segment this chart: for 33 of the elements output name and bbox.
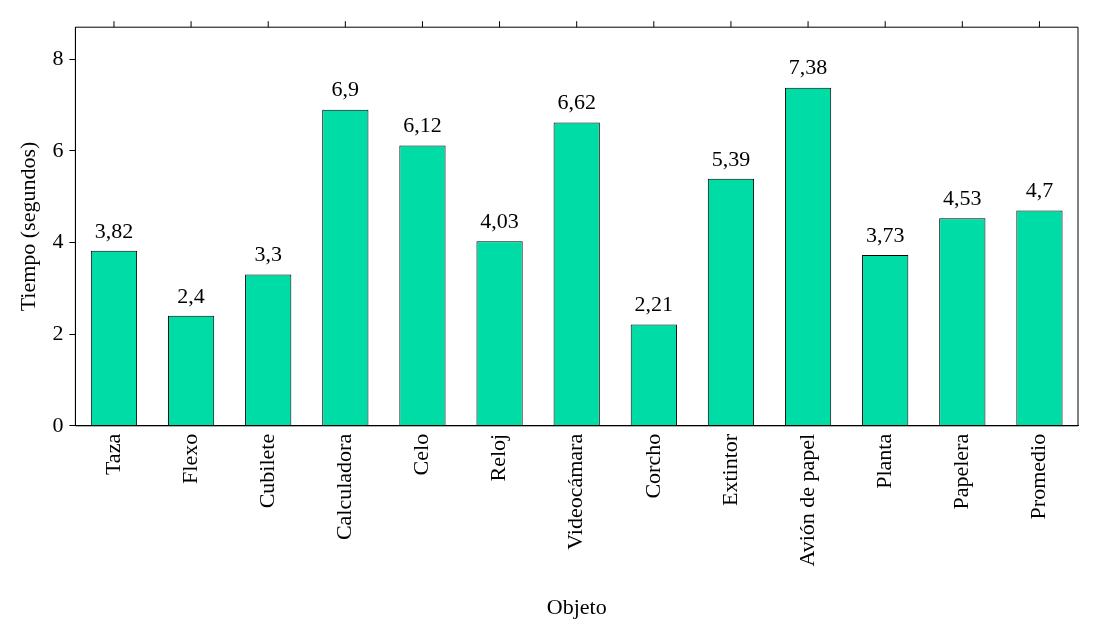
data-label: 2,21 (634, 291, 674, 317)
x-tick-label: Taza (99, 433, 125, 476)
x-tick-label: Promedio (1025, 433, 1051, 520)
data-label: 3,82 (94, 217, 134, 243)
x-tick-label: Reloj (485, 433, 511, 482)
x-tick-label: Extintor (716, 433, 742, 506)
x-tick-label: Videocámara (562, 433, 588, 550)
data-label: 7,38 (788, 54, 828, 80)
data-label: 4,7 (1025, 177, 1054, 203)
y-tick-label: 4 (52, 228, 64, 254)
data-label: 4,53 (943, 185, 982, 211)
x-tick-label: Cubilete (253, 433, 279, 509)
data-label: 2,4 (177, 282, 205, 308)
y-tick-label: 8 (52, 45, 64, 71)
x-tick-label: Planta (870, 433, 896, 489)
x-tick-label: Papelera (948, 433, 974, 510)
data-label: 4,03 (480, 207, 519, 233)
x-tick-label: Flexo (176, 433, 202, 484)
data-label: 3,3 (254, 241, 282, 267)
y-tick-label: 6 (52, 136, 64, 162)
data-label: 6,12 (403, 112, 442, 138)
x-tick-label: Corcho (639, 433, 665, 499)
x-tick-label: Calculadora (331, 433, 357, 541)
y-tick-label: 2 (52, 319, 64, 345)
x-tick-label: Celo (408, 433, 434, 476)
y-axis-title: Tiempo (segundos) (14, 141, 40, 312)
x-axis-title: Objeto (546, 593, 607, 619)
data-label: 3,73 (865, 221, 905, 247)
data-label: 5,39 (711, 145, 751, 171)
data-label: 6,62 (557, 89, 596, 115)
data-label: 6,9 (331, 76, 360, 102)
x-tick-label: Avión de papel (793, 433, 819, 567)
y-tick-label: 0 (52, 411, 64, 437)
